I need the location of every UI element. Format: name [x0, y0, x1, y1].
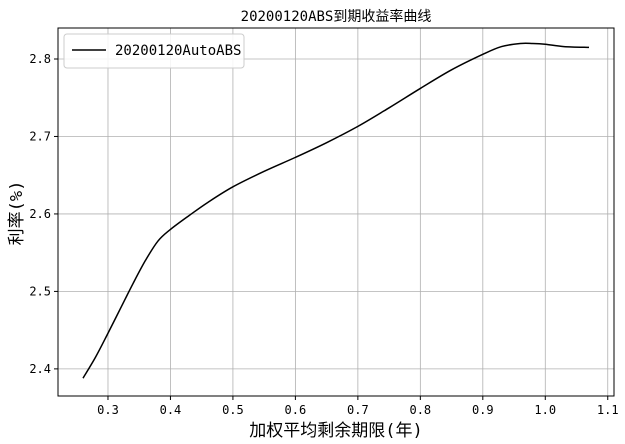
legend-box: [63, 33, 245, 69]
y-tick-label: 2.4: [29, 362, 51, 376]
chart-title: 20200120ABS到期收益率曲线: [241, 8, 432, 25]
legend: 20200120AutoABS: [63, 33, 245, 69]
grid-lines: [58, 28, 614, 396]
y-axis-label: 利率(%): [7, 181, 27, 246]
x-tick-label: 0.7: [347, 403, 369, 417]
x-tick-label: 0.9: [472, 403, 494, 417]
x-axis-label: 加权平均剩余期限(年): [249, 421, 422, 441]
y-axis-ticks: 2.4 2.5 2.6 2.7 2.8: [29, 52, 58, 376]
plot-frame: [57, 27, 615, 397]
y-tick-label: 2.8: [29, 52, 51, 66]
x-tick-label: 1.0: [534, 403, 556, 417]
x-tick-label: 0.4: [160, 403, 182, 417]
x-tick-label: 1.1: [597, 403, 619, 417]
series-line: [82, 42, 590, 379]
y-tick-label: 2.5: [29, 284, 51, 298]
y-tick-label: 2.6: [29, 207, 51, 221]
x-tick-label: 0.3: [97, 403, 119, 417]
y-tick-label: 2.7: [29, 129, 51, 143]
x-axis-ticks: 0.3 0.4 0.5 0.6 0.7 0.8 0.9 1.0 1.1: [97, 396, 619, 417]
x-tick-label: 0.6: [285, 403, 307, 417]
x-tick-label: 0.5: [222, 403, 244, 417]
series-layer: [82, 42, 590, 379]
x-tick-label: 0.8: [409, 403, 431, 417]
legend-entry-label: 20200120AutoABS: [115, 43, 241, 59]
